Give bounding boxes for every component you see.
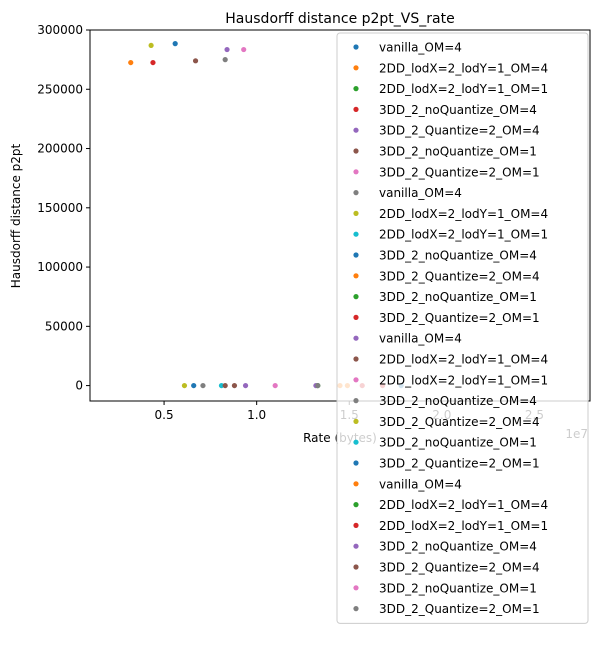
legend-label: 2DD_lodX=2_lodY=1_OM=4 <box>379 207 548 221</box>
data-point <box>224 46 230 53</box>
data-point <box>231 382 238 389</box>
y-axis-label: Hausdorff distance p2pt <box>9 143 23 288</box>
data-point <box>222 57 228 63</box>
y-tick-label: 150000 <box>37 201 83 215</box>
y-tick-label: 50000 <box>45 319 83 333</box>
legend-marker <box>353 148 359 154</box>
y-tick-label: 0 <box>75 379 83 393</box>
legend-label: 3DD_2_Quantize=2_OM=1 <box>379 602 540 616</box>
data-point <box>181 382 188 389</box>
legend-marker <box>353 418 359 424</box>
y-tick-label: 250000 <box>37 82 83 96</box>
legend-label: 2DD_lodX=2_lodY=1_OM=4 <box>379 61 548 75</box>
legend-label: 3DD_2_noQuantize_OM=4 <box>379 394 537 408</box>
legend-marker <box>353 585 359 591</box>
legend-marker <box>353 606 359 612</box>
legend-marker <box>353 210 359 216</box>
legend-label: 3DD_2_noQuantize_OM=4 <box>379 103 537 117</box>
data-point <box>315 382 321 389</box>
legend-marker <box>353 65 359 71</box>
legend-label: vanilla_OM=4 <box>379 332 462 346</box>
data-point <box>150 59 156 66</box>
legend-label: 3DD_2_noQuantize_OM=1 <box>379 145 537 159</box>
data-point <box>172 41 178 47</box>
data-point <box>242 382 249 389</box>
legend-label: 3DD_2_noQuantize_OM=4 <box>379 540 537 554</box>
legend-label: 3DD_2_Quantize=2_OM=1 <box>379 311 540 325</box>
x-tick-label: 0.5 <box>155 408 174 422</box>
legend-label: 3DD_2_noQuantize_OM=4 <box>379 249 537 263</box>
legend-marker <box>353 460 359 466</box>
legend-label: 3DD_2_Quantize=2_OM=4 <box>379 269 540 283</box>
data-point <box>200 382 206 389</box>
axis-ticks: 0.51.01.52.02.50500001000001500002000002… <box>37 23 544 422</box>
y-tick-label: 300000 <box>37 23 83 37</box>
legend-marker <box>353 314 359 320</box>
legend-marker <box>353 86 359 92</box>
legend-marker <box>353 231 359 237</box>
legend-marker <box>353 127 359 133</box>
data-point <box>128 59 134 66</box>
legend-label: vanilla_OM=4 <box>379 186 462 200</box>
legend-marker <box>353 356 359 362</box>
legend-box <box>336 32 589 624</box>
legend-label: 3DD_2_noQuantize_OM=1 <box>379 581 537 595</box>
legend-label: vanilla_OM=4 <box>379 477 462 491</box>
legend-marker <box>353 252 359 258</box>
legend-label: 2DD_lodX=2_lodY=1_OM=1 <box>379 228 548 242</box>
legend-marker <box>353 543 359 549</box>
data-point <box>148 42 154 49</box>
legend-label: 3DD_2_Quantize=2_OM=1 <box>379 165 540 179</box>
legend-label: 3DD_2_Quantize=2_OM=1 <box>379 457 540 471</box>
legend-marker <box>353 398 359 404</box>
legend-marker <box>353 190 359 196</box>
legend-label: 2DD_lodX=2_lodY=1_OM=4 <box>379 498 548 512</box>
legend-marker <box>353 439 359 445</box>
legend-label: 2DD_lodX=2_lodY=1_OM=1 <box>379 82 548 96</box>
legend-label: 3DD_2_Quantize=2_OM=4 <box>379 415 540 429</box>
data-point <box>192 58 199 64</box>
data-point <box>222 382 228 389</box>
legend: vanilla_OM=4 2DD_lodX=2_lodY=1_OM=4 2DD_lo… <box>336 32 589 624</box>
legend-marker <box>353 335 359 341</box>
data-point <box>241 46 247 53</box>
legend-label: vanilla_OM=4 <box>379 41 462 55</box>
data-point <box>272 382 278 389</box>
legend-marker <box>353 564 359 570</box>
legend-marker <box>353 522 359 529</box>
legend-marker <box>353 169 359 175</box>
y-tick-label: 100000 <box>37 260 83 274</box>
data-point <box>191 382 197 389</box>
chart-title: Hausdorff distance p2pt_VS_rate <box>225 11 454 27</box>
legend-marker <box>353 502 359 508</box>
y-tick-label: 200000 <box>37 142 83 156</box>
legend-marker <box>353 294 359 300</box>
legend-label: 3DD_2_Quantize=2_OM=4 <box>379 561 540 575</box>
legend-marker <box>353 377 359 383</box>
legend-label: 2DD_lodX=2_lodY=1_OM=4 <box>379 353 548 367</box>
legend-label: 3DD_2_noQuantize_OM=1 <box>379 290 537 304</box>
legend-label: 2DD_lodX=2_lodY=1_OM=1 <box>379 519 548 533</box>
data-point <box>218 382 225 389</box>
legend-label: 3DD_2_noQuantize_OM=1 <box>379 436 537 450</box>
legend-marker <box>353 106 359 112</box>
legend-marker <box>353 44 359 50</box>
legend-marker <box>353 481 359 487</box>
legend-label: 2DD_lodX=2_lodY=1_OM=1 <box>379 373 548 387</box>
legend-marker <box>353 273 359 279</box>
legend-label: 3DD_2_Quantize=2_OM=4 <box>379 124 540 138</box>
x-tick-label: 1.0 <box>247 408 266 422</box>
